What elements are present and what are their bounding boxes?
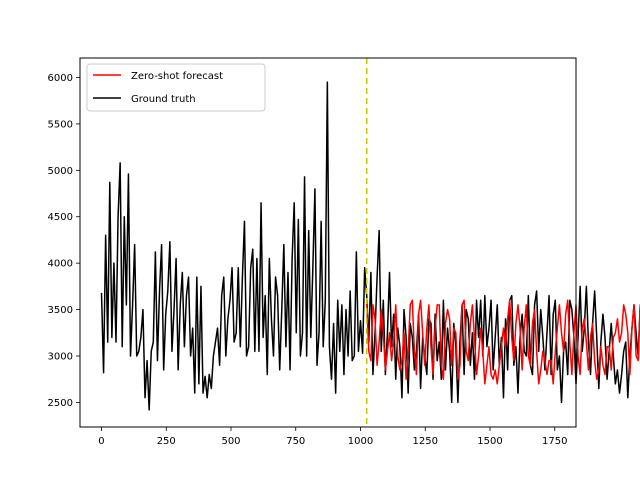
x-tick-label: 0 [98,436,104,447]
y-tick-label: 2500 [48,398,73,409]
x-tick-label: 1000 [348,436,373,447]
legend-label-ground-truth: Ground truth [131,94,196,105]
x-tick-label: 1250 [413,436,438,447]
x-tick-label: 750 [286,436,305,447]
y-axis: 2500 3000 3500 4000 4500 5000 5500 6000 [48,73,80,409]
legend: Zero-shot forecast Ground truth [86,63,266,112]
axes-frame [79,57,577,428]
y-tick-label: 3000 [48,351,73,362]
series-line-ground-truth [100,81,640,411]
series-line-zero-shot-forecast [365,299,640,385]
y-tick-label: 5000 [48,166,73,177]
y-tick-label: 4000 [48,259,73,270]
y-tick-label: 4500 [48,212,73,223]
x-axis: 0 250 500 750 1000 1250 1500 1750 [98,427,567,447]
y-tick-label: 5500 [48,119,73,130]
x-tick-label: 1750 [542,436,567,447]
x-tick-label: 500 [221,436,240,447]
legend-box [86,63,266,112]
x-tick-label: 250 [157,436,176,447]
series-layer [100,81,640,411]
y-tick-label: 6000 [48,73,73,84]
legend-label-forecast: Zero-shot forecast [131,71,223,82]
x-tick-label: 1500 [477,436,502,447]
plot-area [79,57,640,428]
y-tick-label: 3500 [48,305,73,316]
